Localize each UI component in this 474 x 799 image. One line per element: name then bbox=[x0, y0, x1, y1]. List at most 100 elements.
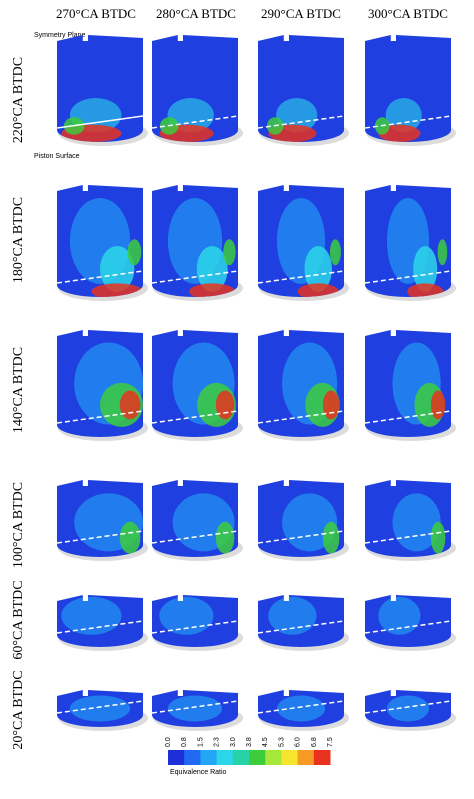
dashed-line bbox=[257, 115, 345, 129]
contour bbox=[119, 390, 141, 420]
contour bbox=[159, 596, 214, 635]
colorbar-segment bbox=[313, 750, 331, 765]
contour-panel bbox=[152, 330, 238, 437]
contour bbox=[223, 239, 236, 266]
column-header: 270°CA BTDC bbox=[56, 6, 136, 21]
contour bbox=[276, 695, 326, 722]
dashed-line bbox=[151, 270, 239, 284]
colorbar-segment bbox=[281, 750, 299, 765]
annotation: Symmetry Plane bbox=[34, 32, 85, 39]
contour bbox=[196, 246, 228, 292]
dashed-line bbox=[364, 530, 452, 544]
contour bbox=[413, 246, 438, 292]
contour-panel bbox=[57, 185, 143, 297]
colorbar-segment bbox=[200, 750, 218, 765]
contour-panel bbox=[365, 185, 451, 297]
contour bbox=[322, 390, 340, 420]
contour bbox=[378, 596, 421, 635]
contour bbox=[215, 390, 235, 420]
colorbar-segment bbox=[168, 750, 185, 765]
contour bbox=[167, 695, 223, 722]
contour-panel bbox=[258, 690, 344, 727]
colorbar-tick: 6.8 bbox=[311, 737, 318, 747]
contour-panel bbox=[258, 595, 344, 647]
colorbar-segment bbox=[216, 750, 234, 765]
contour-panel bbox=[258, 330, 344, 437]
colorbar-tick: 5.3 bbox=[278, 737, 285, 747]
colorbar-tick: 7.5 bbox=[327, 737, 334, 747]
contour-panel bbox=[365, 480, 451, 557]
dashed-line bbox=[56, 270, 144, 284]
dashed-line bbox=[151, 410, 239, 424]
contour-panel bbox=[57, 480, 143, 557]
column-header: 280°CA BTDC bbox=[156, 6, 236, 21]
contour bbox=[61, 596, 122, 635]
colorbar-tick: 3.8 bbox=[246, 737, 253, 747]
colorbar-segment bbox=[297, 750, 315, 765]
colorbar-segment bbox=[265, 750, 282, 765]
colorbar-tick: 3.0 bbox=[230, 737, 237, 747]
contour-panel bbox=[365, 595, 451, 647]
dashed-line bbox=[56, 530, 144, 544]
contour-panel bbox=[365, 690, 451, 727]
colorbar-tick: 6.0 bbox=[295, 737, 302, 747]
contour bbox=[100, 246, 135, 292]
contour-panel bbox=[152, 480, 238, 557]
contour-panel bbox=[57, 330, 143, 437]
contour-panel bbox=[258, 185, 344, 297]
contour-panel bbox=[152, 35, 238, 142]
contour bbox=[385, 98, 422, 133]
contour bbox=[437, 239, 448, 266]
dashed-line bbox=[151, 115, 239, 129]
dashed-line bbox=[257, 530, 345, 544]
colorbar-segment bbox=[232, 750, 250, 765]
contour bbox=[119, 521, 141, 554]
contour bbox=[127, 239, 142, 266]
colorbar-tick: 2.3 bbox=[214, 737, 221, 747]
row-label: 220°CA BTDC bbox=[11, 57, 26, 143]
contour bbox=[268, 596, 317, 635]
row-label: 180°CA BTDC bbox=[11, 197, 26, 283]
dashed-line bbox=[151, 620, 239, 634]
colorbar-tick: 1.5 bbox=[197, 737, 204, 747]
contour-panel bbox=[152, 690, 238, 727]
row-label: 60°CA BTDC bbox=[11, 580, 26, 659]
contour bbox=[430, 521, 446, 554]
contour bbox=[329, 239, 341, 266]
column-header: 300°CA BTDC bbox=[368, 6, 448, 21]
colorbar-segment bbox=[184, 750, 201, 765]
contour bbox=[430, 390, 446, 420]
colorbar-label: Equivalence Ratio bbox=[170, 769, 227, 776]
dashed-line bbox=[56, 115, 144, 129]
dashed-line bbox=[56, 700, 144, 714]
dashed-line bbox=[364, 700, 452, 714]
contour bbox=[322, 521, 340, 554]
dashed-line bbox=[257, 700, 345, 714]
dashed-line bbox=[364, 620, 452, 634]
dashed-line bbox=[257, 620, 345, 634]
contour bbox=[386, 695, 430, 722]
contour-panel bbox=[258, 35, 344, 142]
contour bbox=[215, 521, 235, 554]
dashed-line bbox=[56, 410, 144, 424]
row-label: 140°CA BTDC bbox=[11, 347, 26, 433]
contour-panel bbox=[57, 595, 143, 647]
contour-panel bbox=[258, 480, 344, 557]
annotation: Piston Surface bbox=[34, 153, 80, 160]
contour-panel bbox=[365, 330, 451, 437]
colorbar-segment bbox=[249, 750, 266, 765]
dashed-line bbox=[364, 410, 452, 424]
dashed-line bbox=[151, 530, 239, 544]
row-label: 100°CA BTDC bbox=[11, 482, 26, 568]
dashed-line bbox=[257, 270, 345, 284]
colorbar-tick: 0.0 bbox=[165, 737, 172, 747]
dashed-line bbox=[151, 700, 239, 714]
contour-panel bbox=[57, 35, 143, 142]
contour-panel bbox=[57, 690, 143, 727]
contour-panel bbox=[152, 595, 238, 647]
dashed-line bbox=[56, 620, 144, 634]
dashed-line bbox=[364, 115, 452, 129]
colorbar-tick: 4.5 bbox=[262, 737, 269, 747]
dashed-line bbox=[257, 410, 345, 424]
